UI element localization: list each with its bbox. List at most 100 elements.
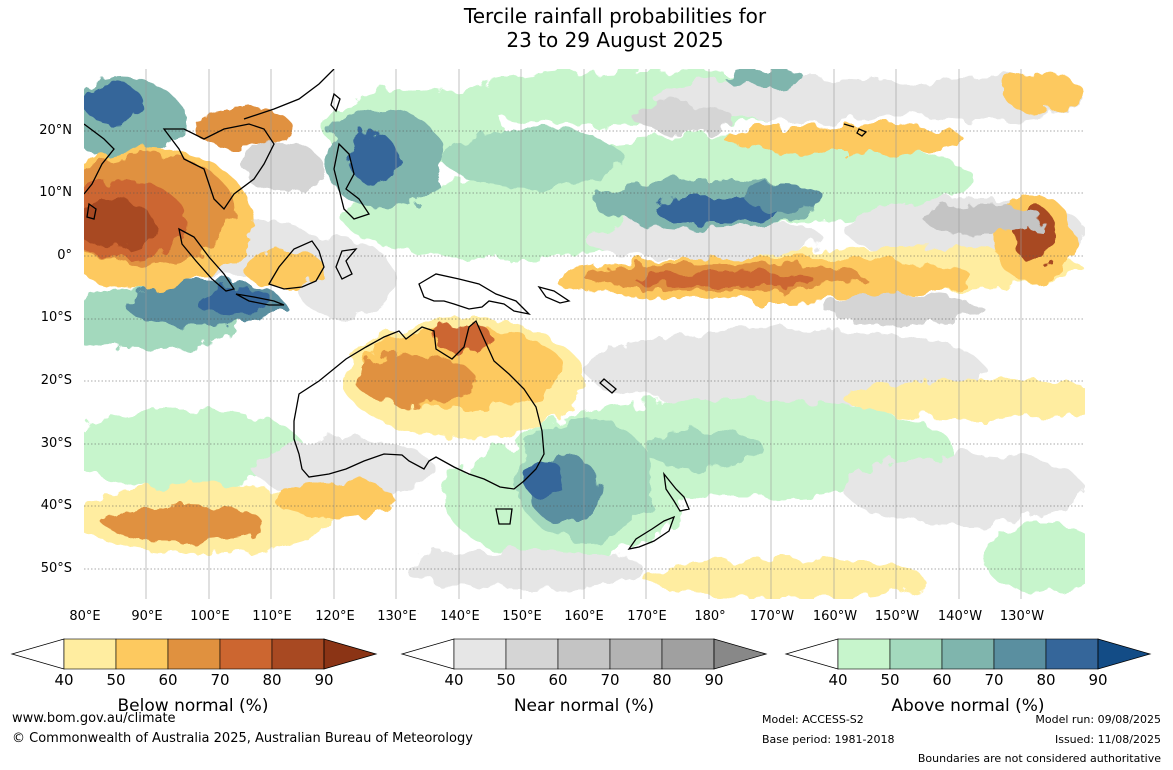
australia-coast [293, 319, 545, 490]
lon-label-160w: 160°W [812, 609, 858, 624]
colorbar-below-tick-label: 40 [54, 671, 74, 689]
colorbar-near-segment [557, 638, 611, 670]
colorbar-near-tick-label: 70 [600, 671, 620, 689]
colorbar-above-segment [993, 638, 1047, 670]
india-coast [84, 123, 115, 195]
bom-website-link[interactable]: www.bom.gov.au/climate [12, 711, 176, 726]
meridians [145, 69, 1022, 599]
copyright-text: © Commonwealth of Australia 2025, Austra… [12, 731, 473, 746]
colorbar-near-tick-label: 90 [704, 671, 724, 689]
colorbar-near-tick-label: 50 [496, 671, 516, 689]
colorbar-above-tick-label: 90 [1088, 671, 1108, 689]
hawaii-islands [843, 123, 868, 137]
colorbar-near [400, 638, 768, 670]
se-asia-coast [162, 123, 275, 211]
new-caledonia [599, 378, 617, 394]
lon-label-150w: 150°W [874, 609, 920, 624]
probability-fields [84, 69, 1085, 599]
colorbar-below-tick-label: 70 [210, 671, 230, 689]
colorbar-below-segment [167, 638, 221, 670]
lon-label-150e: 150°E [502, 609, 542, 624]
model-run-date: Model run: 09/08/2025 [1035, 713, 1161, 726]
colorbar-below-segment [115, 638, 169, 670]
colorbar-above-high-tip [1097, 638, 1152, 670]
probability-map [84, 69, 1085, 599]
colorbar-above-segment [941, 638, 995, 670]
colorbar-above-tick-label: 50 [880, 671, 900, 689]
lat-label-50s: 50°S [40, 561, 72, 576]
lon-label-170w: 170°W [749, 609, 795, 624]
lon-label-140w: 140°W [937, 609, 983, 624]
lon-label-90e: 90°E [131, 609, 163, 624]
graticule [84, 130, 1085, 570]
solomon-islands [537, 285, 571, 304]
colorbar-near-segment [661, 638, 715, 670]
new-zealand-south [627, 515, 676, 550]
model-name: Model: ACCESS-S2 [762, 713, 864, 726]
java-coast [235, 293, 285, 306]
lon-label-180: 180° [694, 609, 726, 624]
colorbar-above-tick-label: 60 [932, 671, 952, 689]
colorbar-near-segment [609, 638, 663, 670]
colorbar-below [10, 638, 378, 670]
borneo-coast [268, 240, 325, 290]
colorbar-above-segment [1045, 638, 1099, 670]
colorbar-near-tick-label: 80 [652, 671, 672, 689]
colorbar-below-tick-label: 90 [314, 671, 334, 689]
near-normal-legend-title: Near normal (%) [513, 696, 655, 716]
new-zealand-coast [663, 471, 690, 512]
lon-label-110e: 110°E [252, 609, 292, 624]
lon-label-140e: 140°E [440, 609, 480, 624]
colorbar-near-high-tip [713, 638, 768, 670]
taiwan-coast [330, 92, 341, 113]
coastlines [84, 69, 868, 550]
map-canvas [84, 69, 1085, 599]
philippines-coast [333, 142, 371, 220]
lon-label-120e: 120°E [315, 609, 355, 624]
colorbar-near-segment [453, 638, 507, 670]
colorbars [10, 638, 1152, 670]
colorbar-below-high-tip [323, 638, 378, 670]
lat-label-30s: 30°S [40, 436, 72, 451]
colorbar-below-tick-label: 50 [106, 671, 126, 689]
boundaries-disclaimer: Boundaries are not considered authoritat… [917, 752, 1161, 765]
lon-label-130e: 130°E [377, 609, 417, 624]
lon-label-170e: 170°E [627, 609, 667, 624]
base-period: Base period: 1981-2018 [762, 733, 895, 746]
colorbar-above-low-tip [784, 638, 839, 670]
colorbar-below-tick-label: 60 [158, 671, 178, 689]
colorbar-above-segment [837, 638, 891, 670]
lat-label-0: 0° [57, 248, 72, 263]
china-coast [243, 69, 335, 120]
colorbar-below-segment [219, 638, 273, 670]
colorbar-above-tick-label: 70 [984, 671, 1004, 689]
lon-label-130w: 130°W [999, 609, 1045, 624]
sulawesi-coast [335, 248, 358, 280]
lon-label-80e: 80°E [69, 609, 101, 624]
colorbar-below-low-tip [10, 638, 65, 670]
colorbar-above [784, 638, 1152, 670]
tasmania-coast [495, 508, 513, 525]
colorbar-above-tick-label: 80 [1036, 671, 1056, 689]
below-normal-legend-title: Below normal (%) [117, 696, 269, 716]
sumatra-coast [178, 227, 236, 292]
colorbar-above-segment [889, 638, 943, 670]
colorbar-near-tick-label: 40 [444, 671, 464, 689]
lat-label-10n: 10°N [39, 185, 72, 200]
lat-label-10s: 10°S [40, 310, 72, 325]
lon-label-160e: 160°E [564, 609, 604, 624]
map-title: Tercile rainfall probabilities for 23 to… [0, 4, 1173, 52]
colorbar-near-tick-label: 60 [548, 671, 568, 689]
lat-label-20s: 20°S [40, 373, 72, 388]
colorbar-near-segment [505, 638, 559, 670]
colorbar-below-segment [271, 638, 325, 670]
lon-label-100e: 100°E [190, 609, 230, 624]
sri-lanka-coast [86, 202, 97, 220]
colorbar-below-segment [63, 638, 117, 670]
lat-label-40s: 40°S [40, 498, 72, 513]
lat-label-20n: 20°N [39, 123, 72, 138]
colorbar-above-tick-label: 40 [828, 671, 848, 689]
colorbar-below-tick-label: 80 [262, 671, 282, 689]
above-normal-legend-title: Above normal (%) [891, 696, 1045, 716]
colorbar-near-low-tip [400, 638, 455, 670]
